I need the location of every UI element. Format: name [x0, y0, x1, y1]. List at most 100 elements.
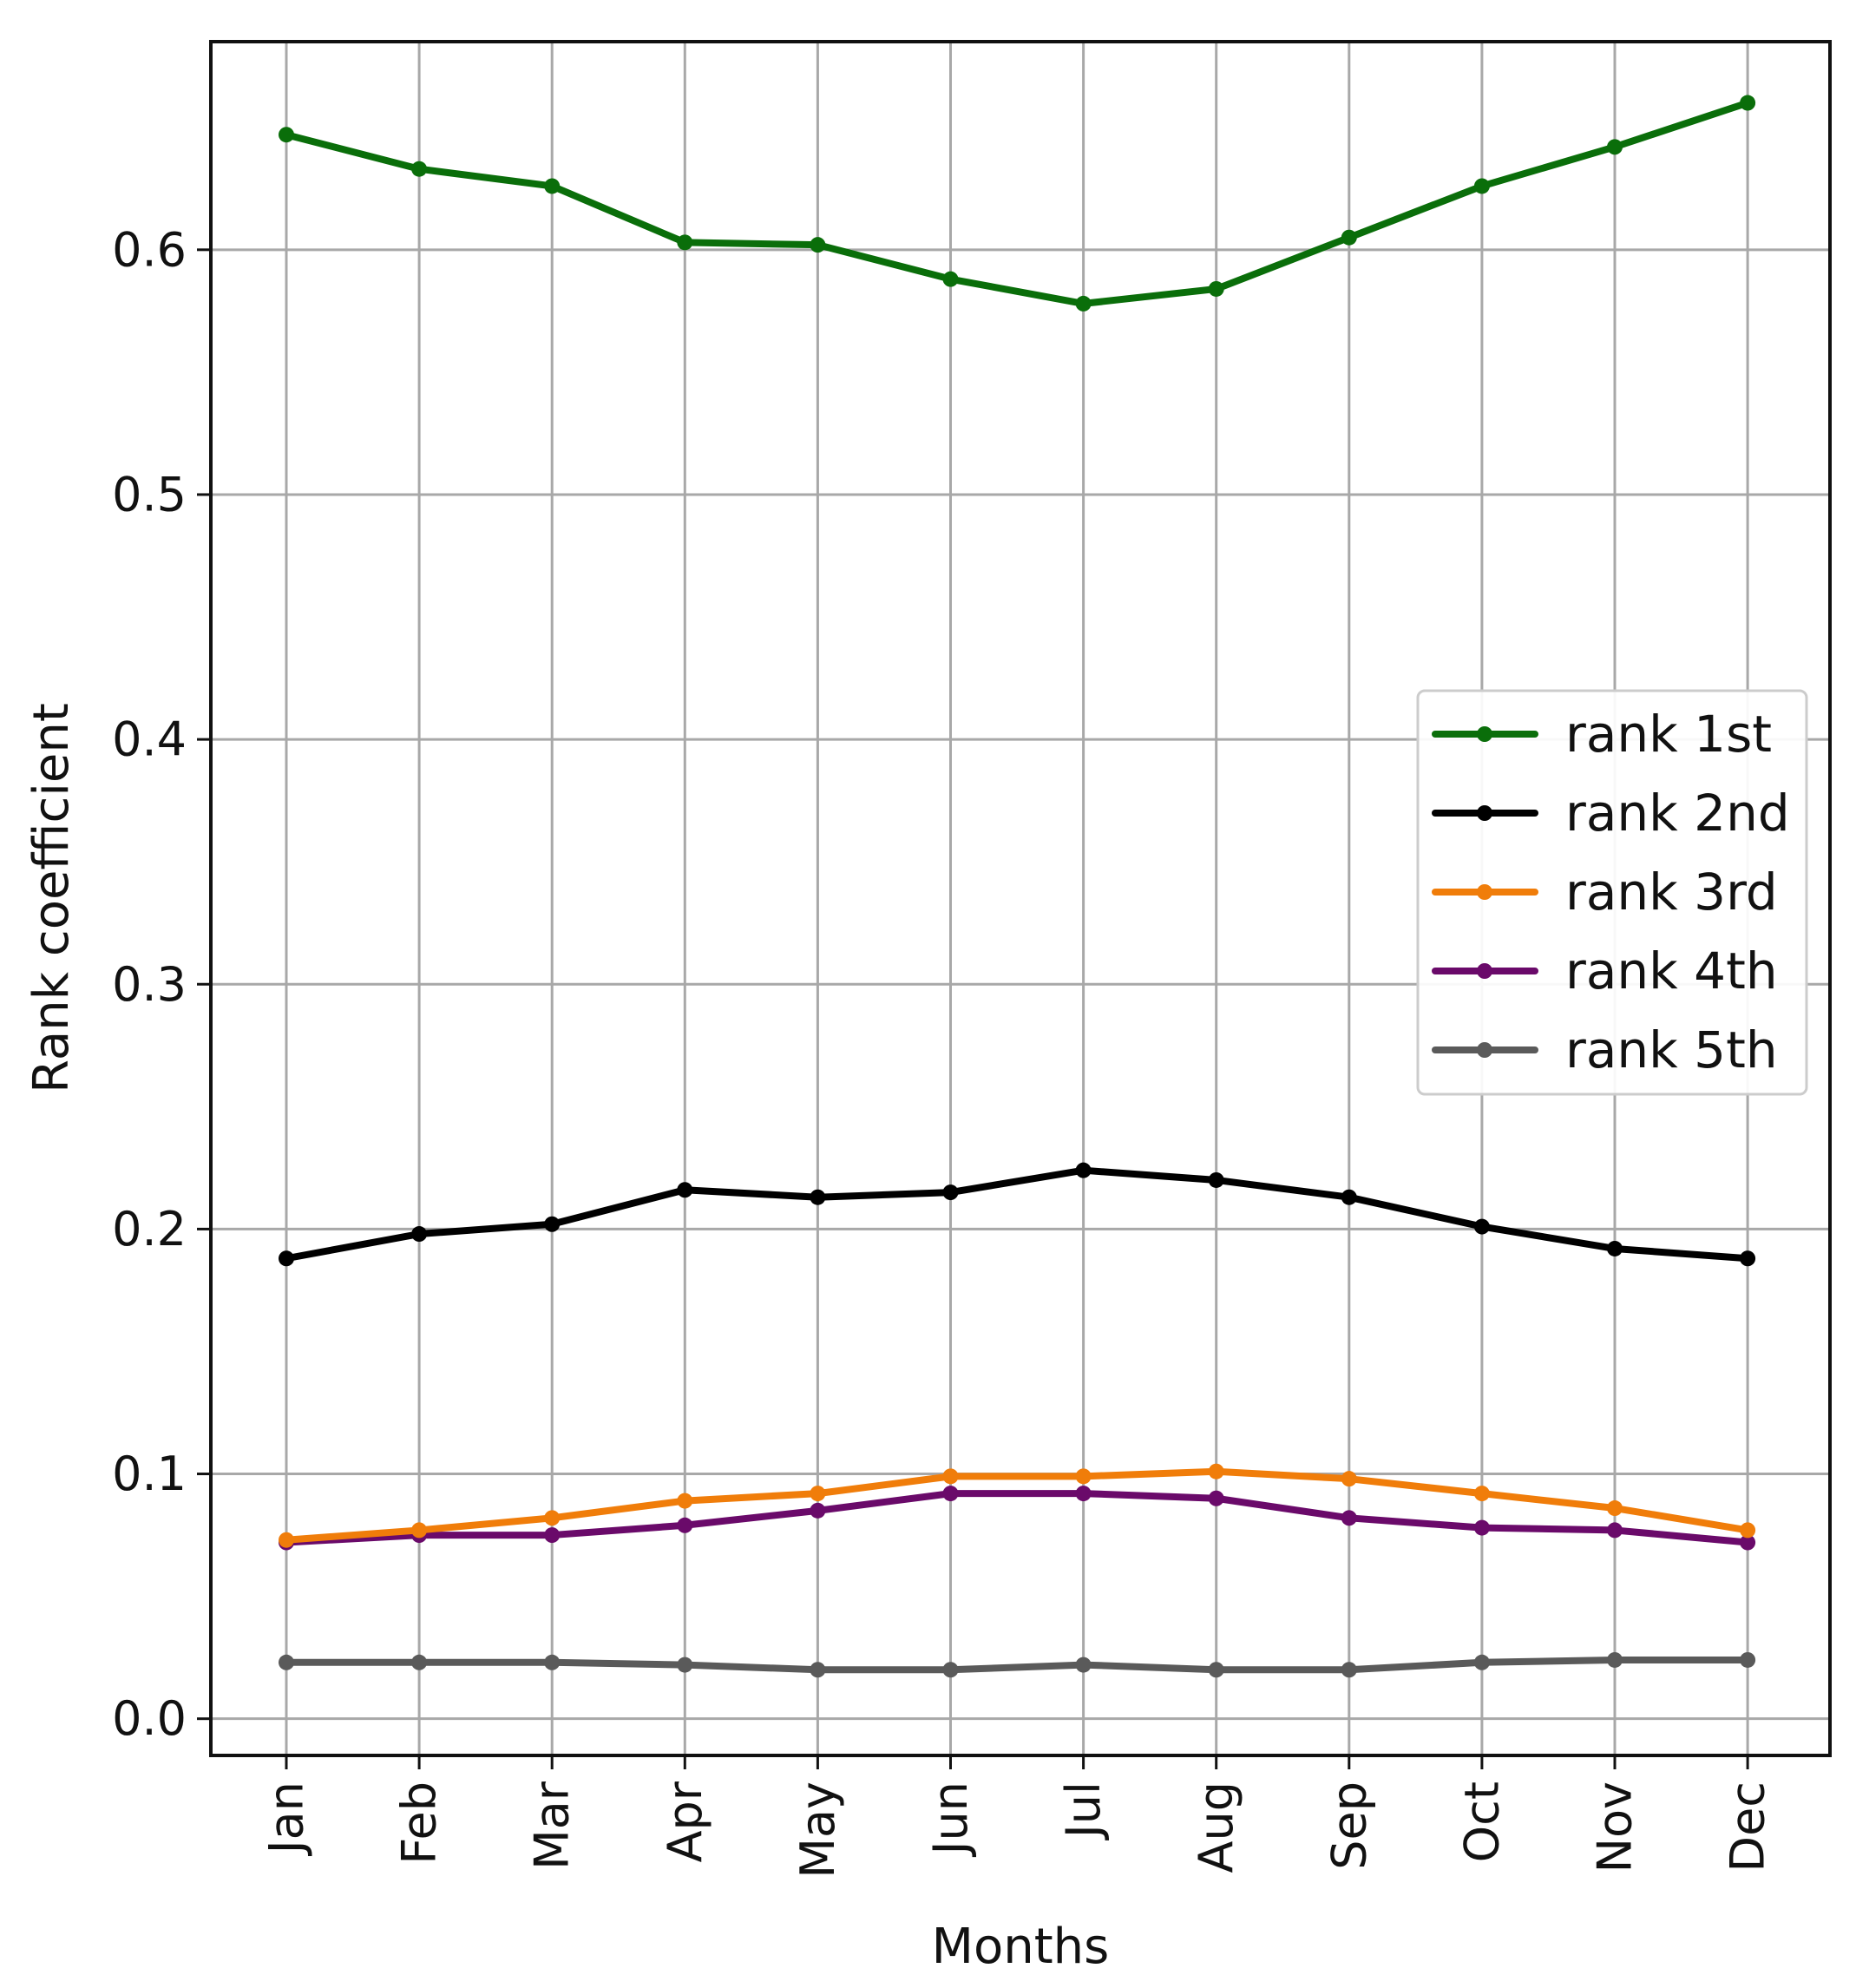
legend-label: rank 3rd	[1565, 863, 1778, 922]
series-rank-1st	[279, 95, 1756, 312]
data-point	[1075, 1657, 1092, 1673]
data-point	[942, 1662, 959, 1678]
series-line	[283, 1166, 1752, 1263]
x-tick-label: Jun	[923, 1781, 978, 1857]
data-point	[1208, 280, 1224, 297]
data-point	[1607, 1240, 1623, 1256]
y-tick-label: 0.1	[112, 1447, 187, 1501]
y-tick-label: 0.5	[112, 467, 187, 522]
data-point	[544, 1216, 561, 1232]
legend-label: rank 1st	[1565, 705, 1772, 764]
data-point	[1473, 178, 1490, 194]
data-point	[942, 1184, 959, 1201]
x-tick-label: Oct	[1454, 1781, 1509, 1862]
data-point	[1740, 1522, 1756, 1539]
data-point	[1075, 295, 1092, 312]
data-point	[677, 1657, 693, 1673]
x-tick-label: Dec	[1721, 1781, 1775, 1873]
y-tick-label: 0.2	[112, 1202, 187, 1256]
data-point	[942, 271, 959, 287]
x-tick-label: Jul	[1056, 1781, 1111, 1840]
data-point	[1473, 1519, 1490, 1536]
data-point	[279, 1532, 294, 1548]
legend-item: rank 3rd	[1432, 863, 1778, 922]
x-tick-label: Mar	[525, 1781, 580, 1870]
series-line	[283, 1490, 1752, 1546]
data-point	[1075, 1486, 1092, 1502]
series-group	[279, 95, 1756, 1678]
plot-area-frame	[209, 40, 1832, 1757]
data-point	[1208, 1171, 1224, 1188]
y-tick-label: 0.3	[112, 957, 187, 1012]
data-point	[279, 1250, 294, 1267]
legend-item: rank 4th	[1432, 942, 1778, 1001]
data-point	[942, 1468, 959, 1485]
data-point	[279, 1654, 294, 1670]
data-point	[1208, 1490, 1224, 1506]
data-point	[411, 161, 428, 177]
series-line	[283, 99, 1752, 307]
legend-label: rank 5th	[1565, 1020, 1778, 1079]
x-tick-label: Jan	[259, 1781, 314, 1856]
series-rank-3rd	[279, 1463, 1756, 1548]
data-point	[677, 234, 693, 251]
legend-swatch-marker	[1477, 805, 1492, 821]
data-point	[544, 1654, 561, 1670]
data-point	[1473, 1486, 1490, 1502]
x-tick-label: Aug	[1189, 1781, 1243, 1873]
legend-box	[1416, 689, 1808, 1096]
data-point	[1473, 1654, 1490, 1670]
x-tick-label: Nov	[1588, 1781, 1643, 1873]
data-point	[1075, 1468, 1092, 1485]
data-point	[1341, 1189, 1357, 1205]
data-point	[1740, 1651, 1756, 1668]
data-point	[411, 1522, 428, 1539]
data-point	[677, 1493, 693, 1509]
series-rank-5th	[279, 1651, 1756, 1678]
data-point	[1341, 1471, 1357, 1487]
x-tick-label: Apr	[658, 1781, 712, 1862]
data-point	[942, 1486, 959, 1502]
data-point	[1341, 229, 1357, 246]
data-point	[1341, 1510, 1357, 1526]
legend: rank 1st rank 2nd rank 3rd rank 4th rank 5th	[1416, 689, 1808, 1096]
data-point	[1607, 1500, 1623, 1517]
data-point	[677, 1182, 693, 1198]
data-point	[544, 1510, 561, 1526]
legend-swatch-marker	[1477, 963, 1492, 979]
legend-swatch-marker	[1477, 726, 1492, 742]
series-rank-2nd	[279, 1162, 1756, 1267]
x-axis-label: Months	[932, 1919, 1110, 1975]
legend-swatch-marker	[1477, 1042, 1492, 1058]
legend-swatch-marker	[1477, 884, 1492, 900]
legend-item: rank 1st	[1432, 705, 1772, 764]
data-point	[279, 127, 294, 143]
x-tick-label: Feb	[392, 1781, 447, 1865]
data-point	[1607, 1651, 1623, 1668]
data-point	[810, 1502, 826, 1519]
series-line	[283, 1467, 1752, 1544]
series-line	[283, 1656, 1752, 1674]
legend-label: rank 4th	[1565, 942, 1778, 1001]
x-tick-label: May	[790, 1781, 845, 1879]
data-point	[544, 1527, 561, 1544]
data-point	[411, 1226, 428, 1243]
data-point	[1208, 1463, 1224, 1480]
data-point	[810, 1189, 826, 1205]
series-rank-4th	[279, 1486, 1756, 1551]
data-point	[1473, 1218, 1490, 1235]
data-point	[1341, 1662, 1357, 1678]
data-point	[411, 1654, 428, 1670]
data-point	[1075, 1162, 1092, 1178]
data-point	[1740, 95, 1756, 111]
legend-label: rank 2nd	[1565, 784, 1790, 843]
data-point	[677, 1517, 693, 1533]
data-point	[1607, 1522, 1623, 1539]
legend-item: rank 5th	[1432, 1020, 1778, 1079]
data-point	[1607, 139, 1623, 155]
data-point	[1208, 1662, 1224, 1678]
y-tick-label: 0.6	[112, 222, 187, 277]
legend-item: rank 2nd	[1432, 784, 1790, 843]
data-point	[544, 178, 561, 194]
